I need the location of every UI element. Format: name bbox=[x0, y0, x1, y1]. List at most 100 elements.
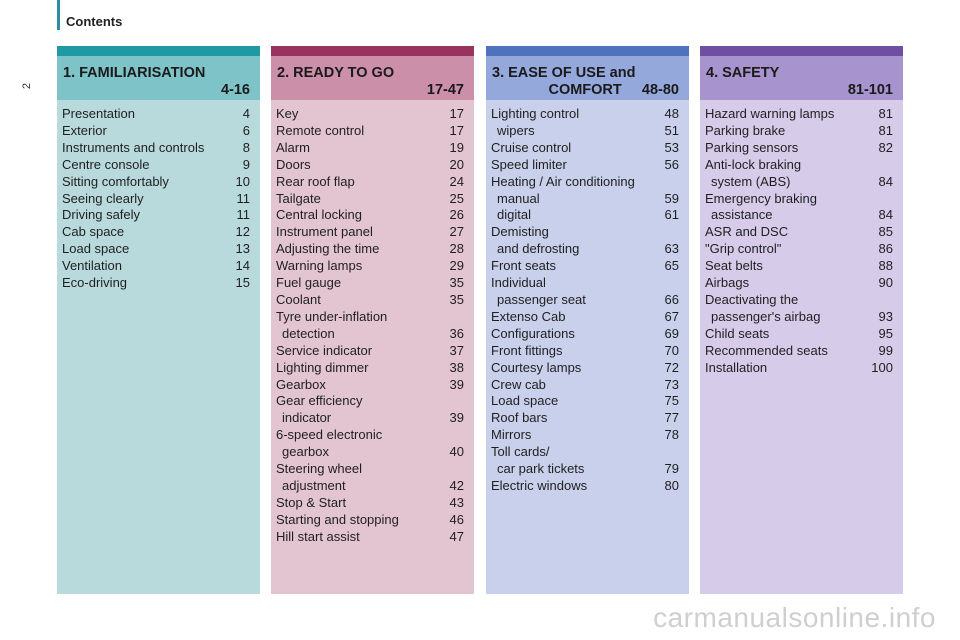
toc-entry-page: 73 bbox=[664, 376, 679, 392]
toc-entry[interactable]: system (ABS) 84 bbox=[705, 174, 893, 191]
toc-entry[interactable]: Anti-lock braking bbox=[705, 157, 893, 174]
toc-entry[interactable]: Key 17 bbox=[276, 106, 464, 123]
toc-entry[interactable]: Alarm 19 bbox=[276, 140, 464, 157]
toc-entry[interactable]: Presentation 4 bbox=[62, 106, 250, 123]
toc-entry-label: and defrosting bbox=[497, 241, 580, 257]
toc-entry[interactable]: manual 59 bbox=[491, 191, 679, 208]
toc-entry[interactable]: Recommended seats 99 bbox=[705, 343, 893, 360]
toc-entry[interactable]: car park tickets 79 bbox=[491, 461, 679, 478]
toc-entry[interactable]: Central locking 26 bbox=[276, 207, 464, 224]
toc-entry[interactable]: Crew cab 73 bbox=[491, 377, 679, 394]
toc-entry[interactable]: ASR and DSC 85 bbox=[705, 224, 893, 241]
toc-entry-page bbox=[446, 393, 464, 410]
toc-entry-page bbox=[661, 275, 679, 292]
toc-entry-label: Heating / Air conditioning bbox=[491, 173, 635, 189]
toc-entry[interactable]: Deactivating the bbox=[705, 292, 893, 309]
toc-entry-page: 93 bbox=[878, 308, 893, 324]
toc-entry-page: 36 bbox=[449, 325, 464, 341]
toc-entry[interactable]: Steering wheel bbox=[276, 461, 464, 478]
toc-entry[interactable]: Instruments and controls 8 bbox=[62, 140, 250, 157]
toc-entry[interactable]: Parking brake 81 bbox=[705, 123, 893, 140]
toc-entry[interactable]: Parking sensors 82 bbox=[705, 140, 893, 157]
toc-entry[interactable]: Lighting dimmer 38 bbox=[276, 360, 464, 377]
toc-entry-page: 26 bbox=[449, 207, 464, 223]
toc-entry[interactable]: Centre console 9 bbox=[62, 157, 250, 174]
toc-entry[interactable]: Heating / Air conditioning bbox=[491, 174, 679, 191]
toc-entry[interactable]: Hill start assist 47 bbox=[276, 529, 464, 546]
toc-entry[interactable]: Remote control 17 bbox=[276, 123, 464, 140]
toc-entry[interactable]: Seat belts 88 bbox=[705, 258, 893, 275]
toc-entry-page: 39 bbox=[449, 410, 464, 426]
toc-entry[interactable]: Individual bbox=[491, 275, 679, 292]
toc-entry[interactable]: Service indicator 37 bbox=[276, 343, 464, 360]
toc-entry-page: 95 bbox=[878, 325, 893, 341]
toc-entry[interactable]: digital 61 bbox=[491, 207, 679, 224]
toc-entry[interactable]: Warning lamps 29 bbox=[276, 258, 464, 275]
toc-entry[interactable]: Seeing clearly 11 bbox=[62, 191, 250, 208]
toc-entry[interactable]: adjustment 42 bbox=[276, 478, 464, 495]
toc-entry[interactable]: Roof bars 77 bbox=[491, 410, 679, 427]
toc-entry[interactable]: Cab space 12 bbox=[62, 224, 250, 241]
toc-entry[interactable]: Eco-driving 15 bbox=[62, 275, 250, 292]
toc-entry[interactable]: Speed limiter 56 bbox=[491, 157, 679, 174]
toc-entry[interactable]: 6-speed electronic bbox=[276, 427, 464, 444]
toc-entry[interactable]: Gearbox 39 bbox=[276, 377, 464, 394]
toc-entry[interactable]: Courtesy lamps 72 bbox=[491, 360, 679, 377]
toc-entry[interactable]: and defrosting 63 bbox=[491, 241, 679, 258]
section-entries: Hazard warning lamps 81 Parking brake 81 Par… bbox=[700, 100, 903, 377]
toc-entry[interactable]: Emergency braking bbox=[705, 191, 893, 208]
toc-entry-page: 47 bbox=[449, 528, 464, 544]
toc-entry[interactable]: Rear roof flap 24 bbox=[276, 174, 464, 191]
toc-entry-label: Instrument panel bbox=[276, 224, 373, 240]
toc-entry[interactable]: Lighting control 48 bbox=[491, 106, 679, 123]
toc-entry[interactable]: Mirrors 78 bbox=[491, 427, 679, 444]
toc-entry-page: 4 bbox=[242, 106, 250, 121]
toc-entry[interactable]: Instrument panel 27 bbox=[276, 224, 464, 241]
toc-entry[interactable]: Front seats 65 bbox=[491, 258, 679, 275]
toc-entry[interactable]: Coolant 35 bbox=[276, 292, 464, 309]
toc-entry[interactable]: indicator 39 bbox=[276, 410, 464, 427]
section-familiarisation: 1. FAMILIARISATION 4-16 Presentation 4 Ext… bbox=[57, 46, 260, 594]
section-accent-strip bbox=[700, 46, 903, 56]
toc-entry[interactable]: Demisting bbox=[491, 224, 679, 241]
toc-entry[interactable]: Load space 13 bbox=[62, 241, 250, 258]
toc-entry[interactable]: Sitting comfortably 10 bbox=[62, 174, 250, 191]
toc-entry[interactable]: Hazard warning lamps 81 bbox=[705, 106, 893, 123]
toc-entry[interactable]: Ventilation 14 bbox=[62, 258, 250, 275]
toc-entry-page: 19 bbox=[449, 139, 464, 155]
toc-entry[interactable]: gearbox 40 bbox=[276, 444, 464, 461]
section-title: 2. READY TO GO bbox=[277, 65, 395, 81]
toc-entry[interactable]: Fuel gauge 35 bbox=[276, 275, 464, 292]
toc-entry[interactable]: wipers 51 bbox=[491, 123, 679, 140]
toc-entry[interactable]: Driving safely 11 bbox=[62, 207, 250, 224]
toc-entry[interactable]: Gear efficiency bbox=[276, 393, 464, 410]
toc-entry[interactable]: Exterior 6 bbox=[62, 123, 250, 140]
toc-entry[interactable]: Starting and stopping 46 bbox=[276, 512, 464, 529]
toc-entry[interactable]: Toll cards/ bbox=[491, 444, 679, 461]
toc-entry-label: Child seats bbox=[705, 325, 770, 341]
toc-entry[interactable]: Load space 75 bbox=[491, 393, 679, 410]
toc-entry[interactable]: Child seats 95 bbox=[705, 326, 893, 343]
toc-entry-label: Gearbox bbox=[276, 376, 326, 392]
toc-entry[interactable]: Tyre under-inflation bbox=[276, 309, 464, 326]
toc-entry[interactable]: Doors 20 bbox=[276, 157, 464, 174]
toc-entry[interactable]: detection 36 bbox=[276, 326, 464, 343]
toc-entry[interactable]: passenger's airbag 93 bbox=[705, 309, 893, 326]
toc-entry[interactable]: passenger seat 66 bbox=[491, 292, 679, 309]
toc-entry[interactable]: Extenso Cab 67 bbox=[491, 309, 679, 326]
toc-entry-label: Toll cards/ bbox=[491, 444, 550, 460]
toc-entry[interactable]: Cruise control 53 bbox=[491, 140, 679, 157]
toc-entry-label: Alarm bbox=[276, 139, 310, 155]
toc-entry[interactable]: Front fittings 70 bbox=[491, 343, 679, 360]
toc-entry[interactable]: "Grip control" 86 bbox=[705, 241, 893, 258]
toc-entry-page: 28 bbox=[449, 241, 464, 257]
toc-entry[interactable]: assistance 84 bbox=[705, 207, 893, 224]
toc-entry[interactable]: Adjusting the time 28 bbox=[276, 241, 464, 258]
toc-entry[interactable]: Airbags 90 bbox=[705, 275, 893, 292]
toc-entry[interactable]: Configurations 69 bbox=[491, 326, 679, 343]
toc-entry[interactable]: Electric windows 80 bbox=[491, 478, 679, 495]
toc-entry[interactable]: Stop & Start 43 bbox=[276, 495, 464, 512]
toc-entry[interactable]: Installation 100 bbox=[705, 360, 893, 377]
toc-entry-page bbox=[875, 191, 893, 208]
toc-entry[interactable]: Tailgate 25 bbox=[276, 191, 464, 208]
